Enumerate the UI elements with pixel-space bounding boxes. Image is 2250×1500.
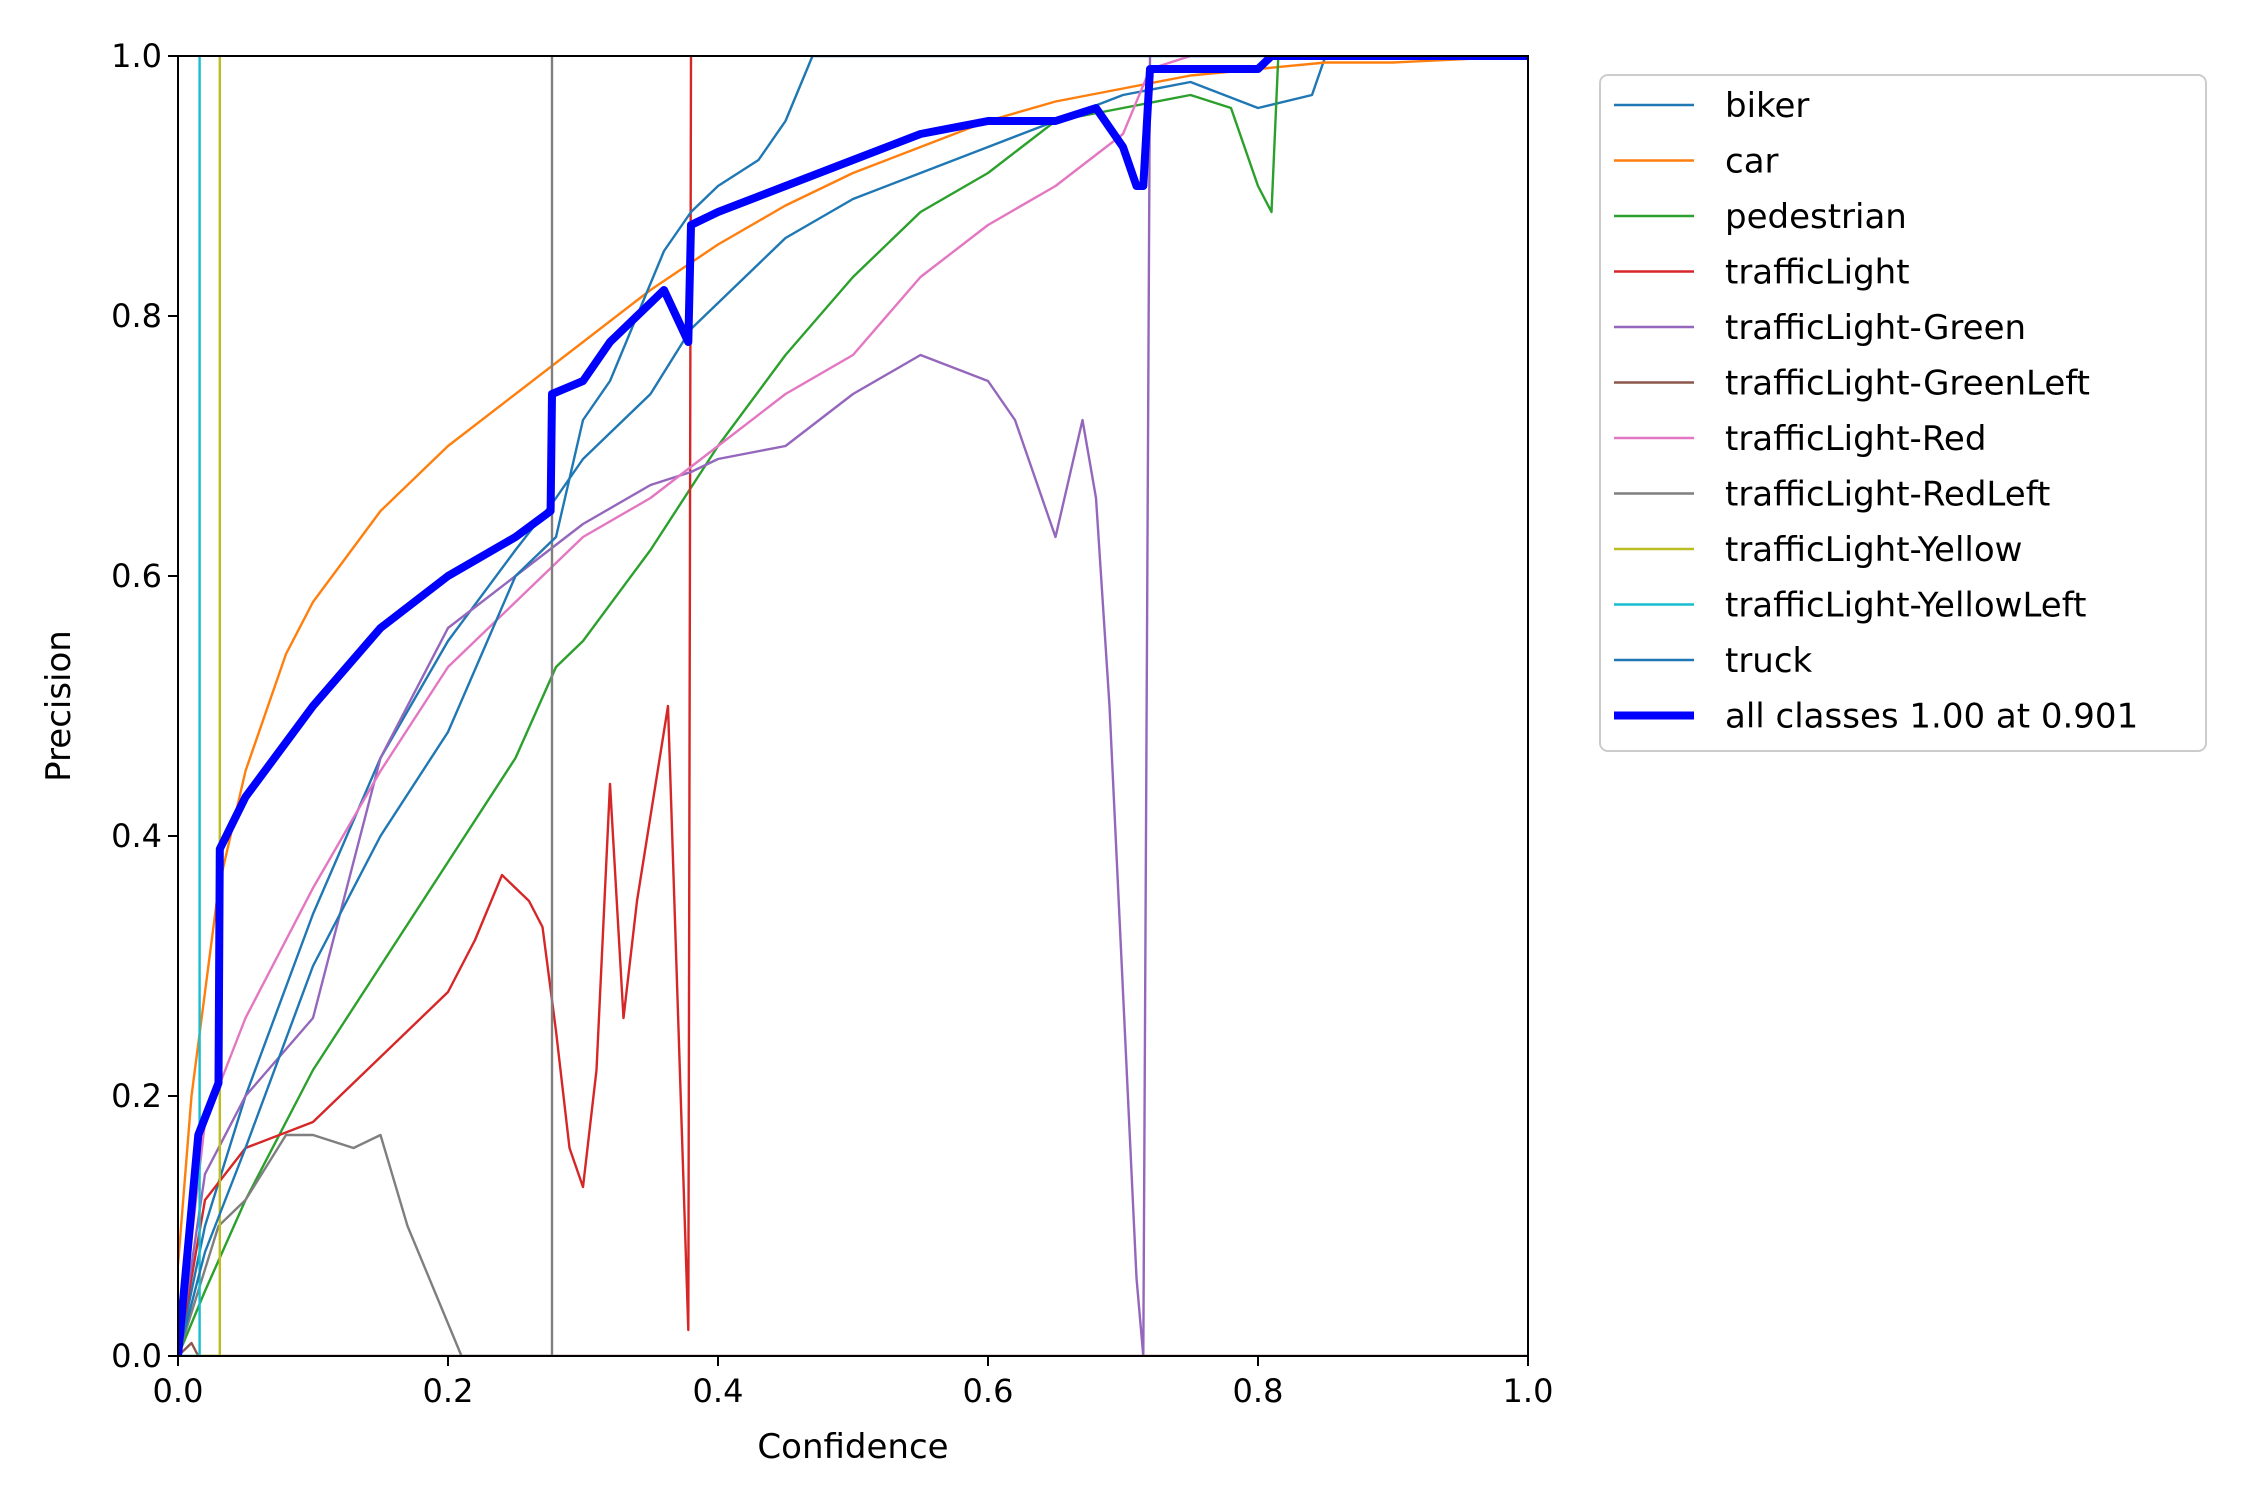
y-tick-label: 0.2 (111, 1077, 162, 1115)
series-line-8 (178, 56, 221, 1356)
series-line-2 (178, 56, 1528, 1356)
y-tick-label: 0.4 (111, 817, 162, 855)
plot-frame (177, 55, 1529, 1357)
axis-ticks: 0.0 0.2 0.4 0.6 0.8 1.0 0.0 0.2 0.4 0.6 0.8 1.0 (111, 37, 1553, 1410)
legend: biker car pedestrian trafficLight trafficLig… (1599, 74, 2207, 752)
x-tick-label: 0.8 (1233, 1372, 1284, 1410)
y-tick-label: 0.6 (111, 557, 162, 595)
x-tick-label: 0.0 (153, 1372, 204, 1410)
legend-label: trafficLight-YellowLeft (1725, 586, 2086, 626)
legend-label: all classes 1.00 at 0.901 (1725, 697, 2138, 737)
legend-label: trafficLight-GreenLeft (1725, 364, 2090, 404)
legend-label: trafficLight-RedLeft (1725, 475, 2050, 515)
legend-label: trafficLight-Green (1725, 308, 2026, 348)
y-tick-label: 0.8 (111, 297, 162, 335)
x-tick-label: 1.0 (1503, 1372, 1554, 1410)
x-tick-label: 0.4 (693, 1372, 744, 1410)
y-tick-label: 0.0 (111, 1337, 162, 1375)
x-tick-label: 0.6 (963, 1372, 1014, 1410)
legend-label: biker (1725, 86, 1809, 126)
legend-label: pedestrian (1725, 197, 1907, 237)
series-line-9 (178, 56, 201, 1356)
series-line-10 (178, 56, 1528, 1356)
series-line-7 (178, 56, 554, 1356)
y-tick-label: 1.0 (111, 37, 162, 75)
series-layer (178, 56, 1528, 1356)
series-line-6 (178, 56, 1528, 1356)
legend-label: trafficLight-Yellow (1725, 530, 2022, 570)
x-tick-label: 0.2 (423, 1372, 474, 1410)
legend-label: truck (1725, 641, 1813, 681)
series-line-1 (178, 56, 1528, 1266)
series-line-3 (178, 56, 693, 1356)
legend-label: car (1725, 142, 1779, 182)
series-line-4 (178, 56, 1152, 1356)
legend-label: trafficLight (1725, 253, 1910, 293)
series-line-11 (178, 56, 1528, 1356)
series-line-5 (178, 1341, 1528, 1356)
y-axis-label: Precision (39, 630, 79, 782)
legend-label: trafficLight-Red (1725, 419, 1986, 459)
x-axis-label: Confidence (757, 1427, 948, 1467)
legend-box (1599, 74, 2207, 752)
